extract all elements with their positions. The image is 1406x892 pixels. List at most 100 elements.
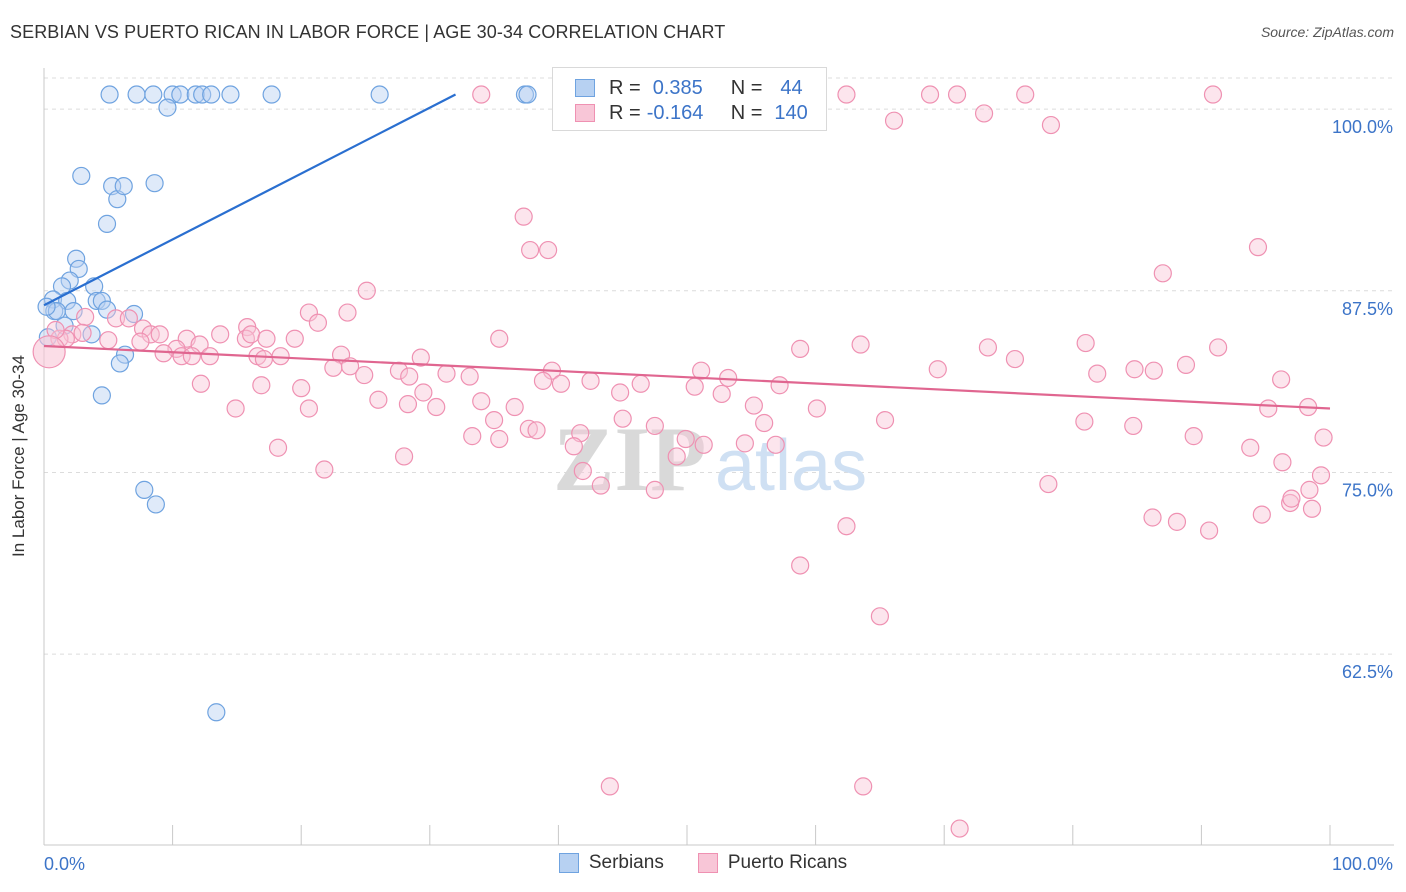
puerto-ricans-point <box>292 379 311 398</box>
serbians-point <box>370 85 389 104</box>
puerto-ricans-point <box>1272 370 1291 389</box>
puerto-ricans-point <box>539 240 558 260</box>
watermark: ZIP atlas <box>553 408 867 510</box>
serbians-point <box>100 85 119 104</box>
serbians-point <box>221 85 240 104</box>
puerto-ricans-point <box>119 309 138 328</box>
puerto-ricans-point <box>308 313 328 332</box>
puerto-ricans-point <box>1005 349 1025 369</box>
puerto-ricans-point <box>1200 521 1219 540</box>
puerto-ricans-point <box>676 429 695 449</box>
watermark-atlas: atlas <box>715 426 867 506</box>
serbians-point <box>127 85 146 104</box>
n-value: 140 <box>774 101 808 124</box>
puerto-ricans-point <box>1144 361 1163 380</box>
n-label: N = <box>730 76 763 99</box>
legend-label: Serbians <box>588 852 664 873</box>
puerto-ricans-point <box>591 476 610 495</box>
puerto-ricans-point <box>600 777 619 796</box>
puerto-ricans-point <box>791 556 810 575</box>
puerto-ricans-point <box>398 395 418 414</box>
puerto-ricans-point <box>551 374 571 393</box>
y-tick-label: 75.0% <box>1342 480 1393 500</box>
puerto-ricans-point <box>791 339 810 358</box>
puerto-ricans-point <box>1311 466 1331 485</box>
legend-item-serbians[interactable]: Serbians <box>558 852 664 874</box>
puerto-ricans-point <box>870 607 890 626</box>
puerto-ricans-point <box>928 360 947 379</box>
puerto-ricans-point <box>573 461 592 481</box>
puerto-ricans-point <box>154 344 173 363</box>
puerto-ricans-point <box>437 364 456 383</box>
puerto-ricans-point <box>1016 85 1035 104</box>
puerto-ricans-point <box>324 358 343 377</box>
serbians-point <box>207 703 226 722</box>
puerto-ricans-point <box>1124 416 1143 436</box>
serbians-trend-line <box>43 93 457 307</box>
legend-item-puerto-ricans[interactable]: Puerto Ricans <box>697 852 847 874</box>
puerto-ricans-point <box>1143 508 1162 527</box>
trend-lines <box>43 93 1331 410</box>
serbians-point <box>64 302 83 321</box>
puerto-ricans-point <box>131 332 150 351</box>
puerto-ricans-point <box>211 325 230 344</box>
serbians-point <box>72 166 91 186</box>
puerto-ricans-point <box>252 376 271 395</box>
puerto-ricans-point <box>299 303 319 322</box>
puerto-ricans-point <box>1209 338 1228 357</box>
serbians-point <box>202 85 221 104</box>
puerto-ricans-point <box>1153 264 1172 283</box>
puerto-ricans-point <box>472 85 491 104</box>
puerto-ricans-point <box>875 411 895 430</box>
r-label: R = <box>609 76 641 99</box>
y-tick-label: 62.5% <box>1342 662 1393 682</box>
puerto-ricans-point <box>744 396 763 415</box>
puerto-ricans-point <box>1203 85 1223 104</box>
puerto-ricans-point <box>735 434 754 453</box>
serbians-point <box>114 177 133 196</box>
puerto-ricans-point <box>106 309 126 328</box>
y-axis-label: In Labor Force | Age 30-34 <box>9 355 28 557</box>
puerto-ricans-point <box>427 397 446 417</box>
puerto-ricans-point <box>226 399 245 418</box>
puerto-ricans-point <box>1314 428 1333 447</box>
puerto-ricans-point <box>257 329 276 348</box>
puerto-ricans-point <box>1300 480 1319 499</box>
puerto-ricans-point <box>150 325 169 344</box>
x-tick-label: 100.0% <box>1332 854 1393 874</box>
puerto-ricans-point <box>472 392 491 411</box>
n-value: 44 <box>780 76 803 99</box>
r-value: 0.385 <box>652 76 703 99</box>
puerto-ricans-point <box>837 517 856 536</box>
puerto-ricans-point <box>1125 360 1144 379</box>
serbians-point <box>97 214 117 233</box>
puerto-ricans-point <box>1088 364 1107 383</box>
serbians-point <box>92 386 111 405</box>
r-value: -0.164 <box>646 101 704 124</box>
serbians-point <box>92 291 111 311</box>
puerto-ricans-point <box>414 383 433 402</box>
puerto-ricans-point <box>182 347 201 366</box>
series-legend: Serbians Puerto Ricans <box>0 852 1406 874</box>
puerto-ricans-point <box>851 335 870 354</box>
puerto-ricans-point <box>807 399 826 418</box>
puerto-ricans-point <box>978 338 998 357</box>
puerto-ricans-point <box>1076 333 1095 353</box>
puerto-ricans-point <box>1176 355 1196 374</box>
puerto-ricans-point <box>315 460 334 479</box>
correlation-legend: R = 0.385 N = 44 R = -0.164 N = 140 <box>552 67 827 131</box>
puerto-ricans-point <box>533 371 553 390</box>
puerto-ricans-trend-line <box>43 344 1331 410</box>
puerto-ricans-point <box>1241 438 1260 457</box>
puerto-ricans-point <box>1248 238 1268 257</box>
puerto-ricans-point <box>692 361 711 380</box>
puerto-ricans-point <box>400 367 419 386</box>
puerto-ricans-point <box>241 325 261 344</box>
puerto-ricans-point <box>667 447 686 466</box>
puerto-ricans-point <box>460 367 479 386</box>
puerto-ricans-point <box>73 323 92 343</box>
y-tick-label: 100.0% <box>1332 117 1393 137</box>
puerto-ricans-point <box>1167 512 1187 531</box>
puerto-ricans-point <box>631 374 650 393</box>
